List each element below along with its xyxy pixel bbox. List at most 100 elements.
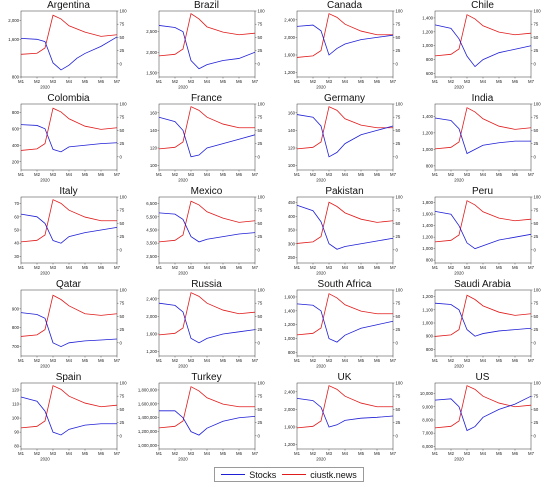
- series-line-news: [434, 200, 532, 243]
- left-tick-label: 140: [288, 128, 296, 133]
- panel-plot: 1,000,000 1,200,000 1,400,000 1,600,000 1,80…: [138, 381, 265, 462]
- x-tick-label: M4: [204, 358, 211, 363]
- plot-frame: [296, 196, 394, 264]
- x-tick-label: M5: [358, 265, 365, 270]
- right-tick-label: 25: [120, 48, 125, 53]
- right-tick-label: 50: [120, 128, 125, 133]
- left-tick-label: 1,000: [422, 321, 433, 326]
- series-line-stocks: [434, 24, 532, 68]
- left-tick-label: 7,000: [422, 431, 433, 436]
- left-tick-label: 2,000: [8, 18, 19, 23]
- right-tick-label: 25: [534, 48, 539, 53]
- series-line-stocks: [434, 395, 532, 432]
- series-line-stocks: [20, 213, 118, 244]
- series-line-news: [296, 106, 393, 150]
- series-line-news: [296, 13, 393, 58]
- series-line-stocks: [296, 114, 394, 158]
- x-tick-label: M4: [342, 265, 349, 270]
- left-tick-label: 800: [288, 350, 296, 355]
- left-tick-label: 1,000: [422, 246, 433, 251]
- x-tick-label: M2: [34, 265, 41, 270]
- right-tick-label: 50: [534, 407, 539, 412]
- right-tick-label: 100: [396, 9, 404, 14]
- right-tick-label: 0: [258, 154, 261, 159]
- x-tick-label: M5: [220, 358, 227, 363]
- panel-title: South Africa: [317, 279, 372, 290]
- x-tick-label: M1: [156, 172, 163, 177]
- right-tick-label: 50: [120, 35, 125, 40]
- right-tick-label: 25: [396, 48, 401, 53]
- x-year-label: 2020: [40, 457, 50, 462]
- x-tick-label: M2: [34, 451, 41, 456]
- x-tick-label: M7: [114, 265, 121, 270]
- x-tick-label: M6: [512, 79, 519, 84]
- x-year-label: 2020: [40, 271, 50, 276]
- x-tick-label: M4: [480, 172, 487, 177]
- right-tick-label: 100: [534, 288, 542, 293]
- plot-frame: [434, 289, 532, 357]
- right-tick-label: 100: [396, 381, 404, 386]
- plot-frame: [158, 289, 256, 357]
- right-tick-label: 0: [258, 247, 261, 252]
- plot-frame: [296, 103, 394, 171]
- series-line-news: [158, 12, 256, 57]
- x-year-label: 2020: [316, 85, 326, 90]
- left-tick-label: 1,600: [8, 37, 19, 42]
- x-tick-label: M1: [294, 79, 301, 84]
- panel-italy: Italy 30 40 50 60 70 0 25 50 75 100 M1 M2 M3 M4 M5 M6 M7 2…: [0, 186, 137, 280]
- series-line-stocks: [434, 210, 532, 250]
- panel-spain: Spain 80 90 100 110 120 0 25 50 75 100 M1 M2 M3 M4 M5 M6…: [0, 372, 137, 466]
- right-tick-label: 50: [258, 35, 263, 40]
- left-tick-label: 120: [288, 146, 296, 151]
- plot-frame: [158, 103, 256, 171]
- left-tick-label: 120: [12, 388, 20, 393]
- series-line-news: [296, 201, 394, 244]
- panel-title: Argentina: [47, 0, 90, 11]
- right-tick-label: 75: [396, 115, 401, 120]
- right-tick-label: 75: [120, 115, 125, 120]
- right-tick-label: 50: [120, 314, 125, 319]
- left-tick-label: 5,500: [146, 214, 157, 219]
- x-tick-label: M3: [50, 358, 57, 363]
- right-tick-label: 75: [396, 301, 401, 306]
- right-tick-label: 50: [534, 35, 539, 40]
- right-tick-label: 50: [120, 221, 125, 226]
- x-tick-label: M7: [528, 451, 535, 456]
- series-line-news: [20, 14, 118, 55]
- left-tick-label: 1,400: [284, 308, 295, 313]
- x-tick-label: M4: [66, 451, 73, 456]
- x-tick-label: M7: [528, 358, 535, 363]
- x-tick-label: M4: [342, 79, 349, 84]
- x-tick-label: M2: [172, 172, 179, 177]
- left-tick-label: 2,500: [146, 29, 157, 34]
- x-tick-label: M5: [220, 79, 227, 84]
- right-tick-label: 50: [120, 407, 125, 412]
- right-tick-label: 50: [396, 407, 401, 412]
- x-tick-label: M3: [188, 172, 195, 177]
- left-tick-label: 10,000: [420, 391, 434, 396]
- right-tick-label: 0: [534, 247, 537, 252]
- right-tick-label: 100: [120, 288, 128, 293]
- right-tick-label: 25: [396, 234, 401, 239]
- series-line-stocks: [434, 117, 531, 155]
- legend-swatch-stocks: [221, 474, 246, 475]
- x-tick-label: M6: [236, 79, 243, 84]
- plot-frame: [158, 10, 256, 78]
- panel-title: Saudi Arabia: [454, 279, 511, 290]
- left-tick-label: 1,200: [422, 235, 433, 240]
- right-tick-label: 0: [534, 340, 537, 345]
- panel-turkey: Turkey 1,000,000 1,200,000 1,400,000 1,600,0…: [138, 372, 275, 466]
- series-line-news: [20, 294, 118, 337]
- x-tick-label: M5: [82, 358, 89, 363]
- right-tick-label: 0: [534, 433, 537, 438]
- x-tick-label: M5: [496, 79, 503, 84]
- x-tick-label: M1: [18, 79, 25, 84]
- right-tick-label: 75: [396, 208, 401, 213]
- left-tick-label: 1,400: [422, 15, 433, 20]
- legend-label-news: ciustk.news: [310, 469, 357, 480]
- x-tick-label: M6: [512, 358, 519, 363]
- panel-plot: 1,200 1,600 2,000 2,400 0 25 50 75 100 M1 M2 M3 M4 M5…: [284, 9, 404, 90]
- right-tick-label: 25: [396, 327, 401, 332]
- x-tick-label: M1: [156, 358, 163, 363]
- x-tick-label: M5: [82, 79, 89, 84]
